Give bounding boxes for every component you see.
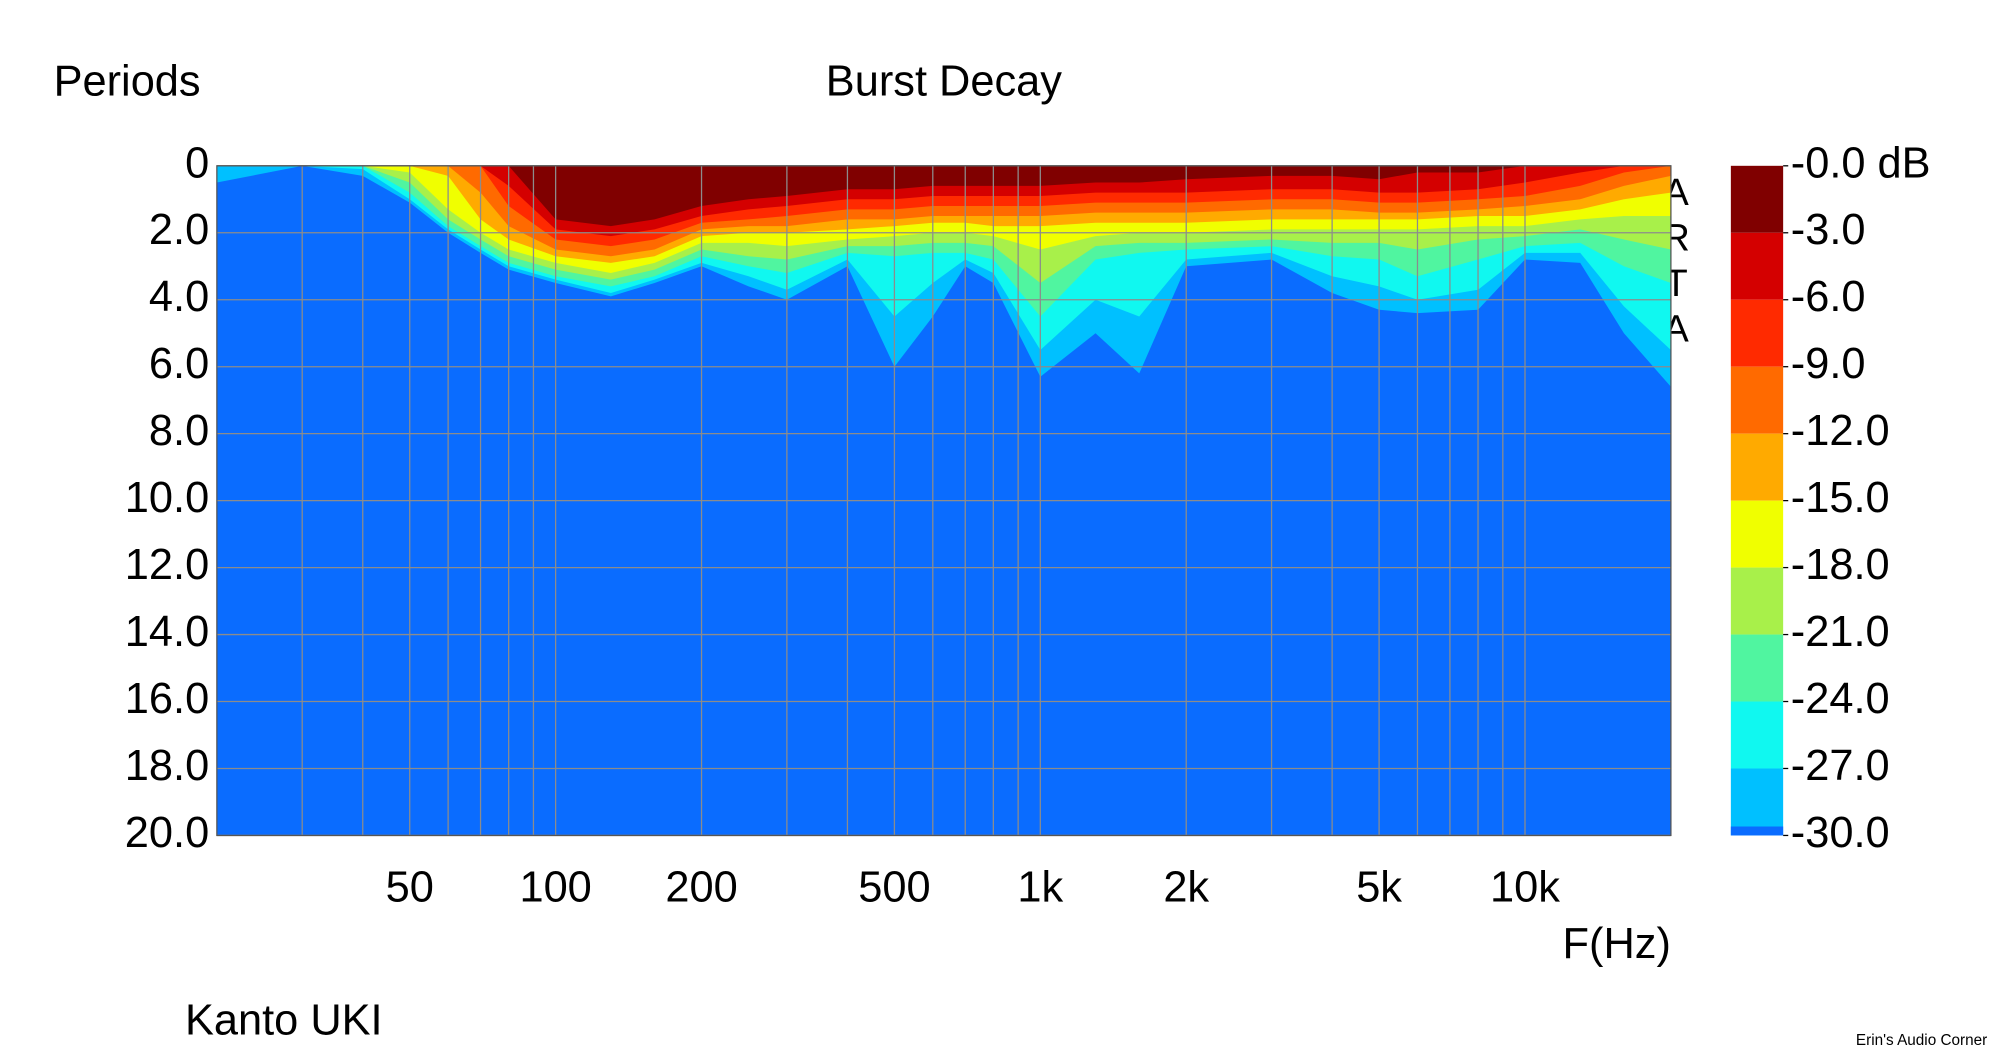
colorbar-label: -21.0 [1791,608,1890,656]
x-axis-label: F(Hz) [1563,920,1671,968]
x-tick-label: 2k [1163,864,1209,912]
y-tick-label: 16.0 [125,675,209,723]
colorbar-label: -30.0 [1791,809,1890,857]
colorbar-label: -24.0 [1791,675,1890,723]
y-tick-label: 20.0 [125,809,209,857]
colorbar-label: -27.0 [1791,742,1890,790]
x-tick-label: 100 [519,864,591,912]
colorbar-band [1730,567,1784,635]
y-tick-label: 4.0 [149,273,209,321]
x-tick-label: 1k [1017,864,1063,912]
y-tick-label: 10.0 [125,474,209,522]
chart-title: Burst Decay [826,58,1062,106]
y-tick-label: 12.0 [125,541,209,589]
colorbar-label: -15.0 [1791,474,1890,522]
colorbar-band [1730,701,1784,769]
credit: Erin's Audio Corner [1856,1032,1987,1049]
caption: Kanto UKI [185,996,383,1044]
y-tick-label: 18.0 [125,742,209,790]
x-tick-label: 50 [386,864,434,912]
colorbar-band [1730,299,1784,367]
y-tick-label: 14.0 [125,608,209,656]
x-tick-label: 200 [665,864,737,912]
colorbar-label: -6.0 [1791,273,1866,321]
x-tick-label: 5k [1356,864,1402,912]
colorbar-band [1730,634,1784,702]
colorbar-band [1730,366,1784,434]
y-tick-label: 8.0 [149,407,209,455]
contour-layer [216,165,1671,387]
colorbar-band [1730,165,1784,233]
colorbar-label: -3.0 [1791,206,1866,254]
y-tick-label: 6.0 [149,340,209,388]
colorbar-band [1730,433,1784,501]
x-tick-label: 500 [858,864,930,912]
colorbar-band [1730,500,1784,568]
y-tick-label: 0 [185,139,209,187]
colorbar-label: -12.0 [1791,407,1890,455]
colorbar-band [1730,232,1784,300]
colorbar-label: -18.0 [1791,541,1890,589]
colorbar-floor [1730,826,1784,836]
colorbar-band [1730,768,1784,836]
contour-area [216,165,1671,227]
plot-frame [216,165,1672,837]
colorbar-label: -0.0 dB [1791,139,1931,187]
colorbar-label: -9.0 [1791,340,1866,388]
y-tick-label: 2.0 [149,206,209,254]
colorbar: -0.0 dB -3.0 -6.0 -9.0 -12.0 -15.0 -18.0 -21.0 -… [1730,139,1931,857]
x-tick-label: 10k [1490,864,1560,912]
y-axis-label: Periods [54,58,201,106]
